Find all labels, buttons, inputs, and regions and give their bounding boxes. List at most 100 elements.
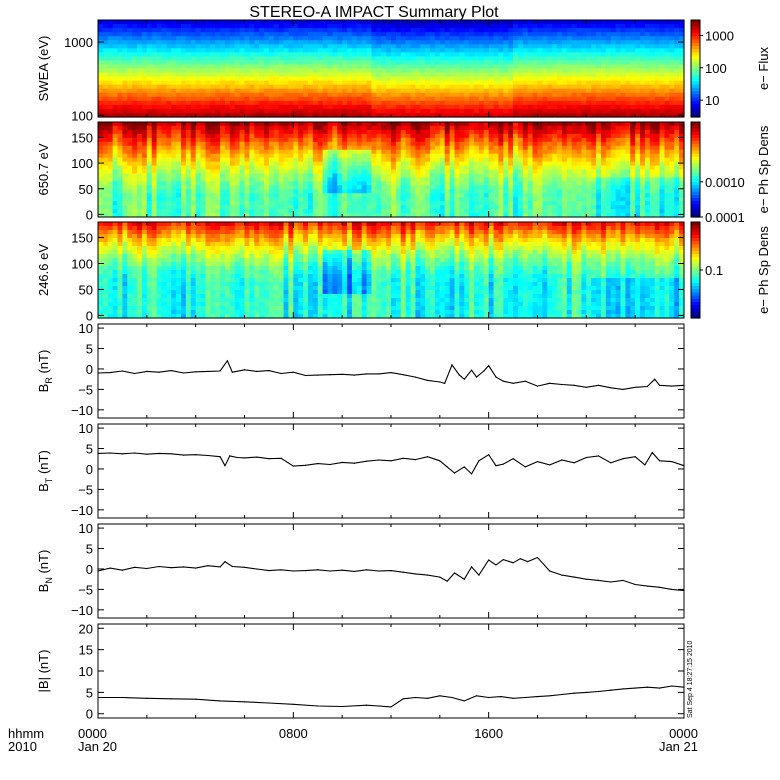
spectrogram-cell — [483, 181, 490, 186]
spectrogram-cell — [156, 100, 163, 106]
spectrogram-cell — [425, 24, 431, 29]
spectrogram-cell — [493, 205, 500, 210]
spectrogram-cell — [371, 32, 377, 37]
spectrogram-cell — [600, 80, 607, 86]
spectrogram-cell — [102, 60, 109, 66]
spectrogram-cell — [561, 44, 568, 49]
spectrogram-cell — [376, 129, 382, 135]
spectrogram-cell — [156, 20, 163, 25]
spectrogram-cell — [122, 173, 128, 179]
spectrogram-cell — [259, 157, 265, 163]
spectrogram-cell — [239, 122, 246, 127]
spectrogram-cell — [312, 213, 319, 218]
spectrogram-cell — [278, 84, 285, 90]
spectrogram-cell — [298, 48, 304, 53]
spectrogram-cell — [210, 100, 216, 106]
spectrogram-cell — [273, 20, 280, 25]
spectrogram-cell — [107, 153, 114, 159]
spectrogram-cell — [171, 24, 177, 29]
spectrogram-cell — [459, 72, 465, 78]
spectrogram-cell — [220, 153, 226, 159]
spectrogram-cell — [327, 209, 333, 214]
spectrogram-cell — [107, 122, 114, 127]
spectrogram-cell — [254, 209, 260, 214]
spectrogram-cell — [259, 80, 265, 86]
spectrogram-cell — [464, 197, 470, 202]
spectrogram-cell — [205, 68, 211, 74]
spectrogram-cell — [293, 56, 299, 62]
spectrogram-cell — [469, 209, 475, 214]
spectrogram-cell — [141, 48, 148, 53]
spectrogram-cell — [181, 104, 187, 110]
spectrogram-cell — [464, 72, 470, 78]
spectrogram-cell — [132, 60, 138, 66]
spectrogram-cell — [293, 88, 299, 94]
spectrogram-cell — [400, 28, 407, 33]
spectrogram-cell — [366, 189, 373, 194]
spectrogram-cell — [151, 125, 158, 131]
spectrogram-cell — [293, 145, 299, 151]
spectrogram-cell — [478, 193, 485, 198]
spectrogram-cell — [205, 96, 211, 102]
spectrogram-cell — [576, 96, 583, 102]
spectrogram-cell — [478, 157, 485, 163]
spectrogram-cell — [449, 165, 456, 171]
spectrogram-cell — [415, 141, 421, 147]
spectrogram-cell — [630, 40, 636, 45]
spectrogram-cell — [293, 48, 299, 53]
spectrogram-cell — [425, 48, 431, 53]
spectrogram-cell — [410, 88, 417, 94]
spectrogram-cell — [430, 181, 436, 186]
spectrogram-cell — [381, 84, 387, 90]
spectrogram-cell — [190, 181, 197, 186]
spectrogram-cell — [542, 72, 548, 78]
spectrogram-cell — [317, 173, 324, 179]
spectrogram-cell — [195, 137, 202, 143]
spectrogram-cell — [322, 145, 329, 151]
spectrogram-cell — [371, 149, 377, 155]
spectrogram-cell — [454, 189, 460, 194]
spectrogram-cell — [347, 100, 353, 106]
spectrogram-cell — [146, 60, 153, 66]
spectrogram-cell — [425, 52, 431, 57]
spectrogram-cell — [332, 165, 338, 171]
spectrogram-cell — [552, 72, 558, 78]
spectrogram-cell — [239, 169, 246, 175]
spectrogram-cell — [659, 80, 666, 86]
spectrogram-cell — [312, 193, 319, 198]
spectrogram-cell — [620, 108, 626, 114]
spectrogram-cell — [600, 44, 607, 49]
spectrogram-cell — [112, 161, 119, 167]
spectrogram-cell — [493, 44, 500, 49]
spectrogram-cell — [195, 173, 202, 179]
spectrogram-cell — [469, 20, 475, 25]
spectrogram-cell — [434, 52, 441, 57]
spectrogram-cell — [224, 104, 231, 110]
spectrogram-cell — [391, 173, 397, 179]
spectrogram-cell — [332, 40, 338, 45]
spectrogram-cell — [278, 205, 285, 210]
spectrogram-cell — [425, 185, 431, 190]
spectrogram-cell — [620, 44, 626, 49]
spectrogram-cell — [176, 88, 182, 94]
spectrogram-cell — [132, 100, 138, 106]
spectrogram-cell — [576, 20, 583, 25]
spectrogram-cell — [234, 84, 241, 90]
spectrogram-cell — [244, 181, 250, 186]
spectrogram-cell — [195, 129, 202, 135]
spectrogram-cell — [434, 213, 441, 218]
spectrogram-cell — [376, 137, 382, 143]
spectrogram-cell — [488, 56, 495, 62]
spectrogram-cell — [474, 88, 480, 94]
spectrogram-cell — [132, 40, 138, 45]
spectrogram-cell — [146, 52, 153, 57]
spectrogram-cell — [317, 205, 324, 210]
spectrogram-cell — [366, 169, 373, 175]
spectrogram-cell — [361, 177, 368, 182]
spectrogram-cell — [220, 44, 226, 49]
spectrogram-cell — [264, 153, 270, 159]
spectrogram-cell — [327, 28, 333, 33]
spectrogram-cell — [454, 104, 460, 110]
spectrogram-cell — [234, 80, 241, 86]
spectrogram-cell — [581, 104, 587, 110]
